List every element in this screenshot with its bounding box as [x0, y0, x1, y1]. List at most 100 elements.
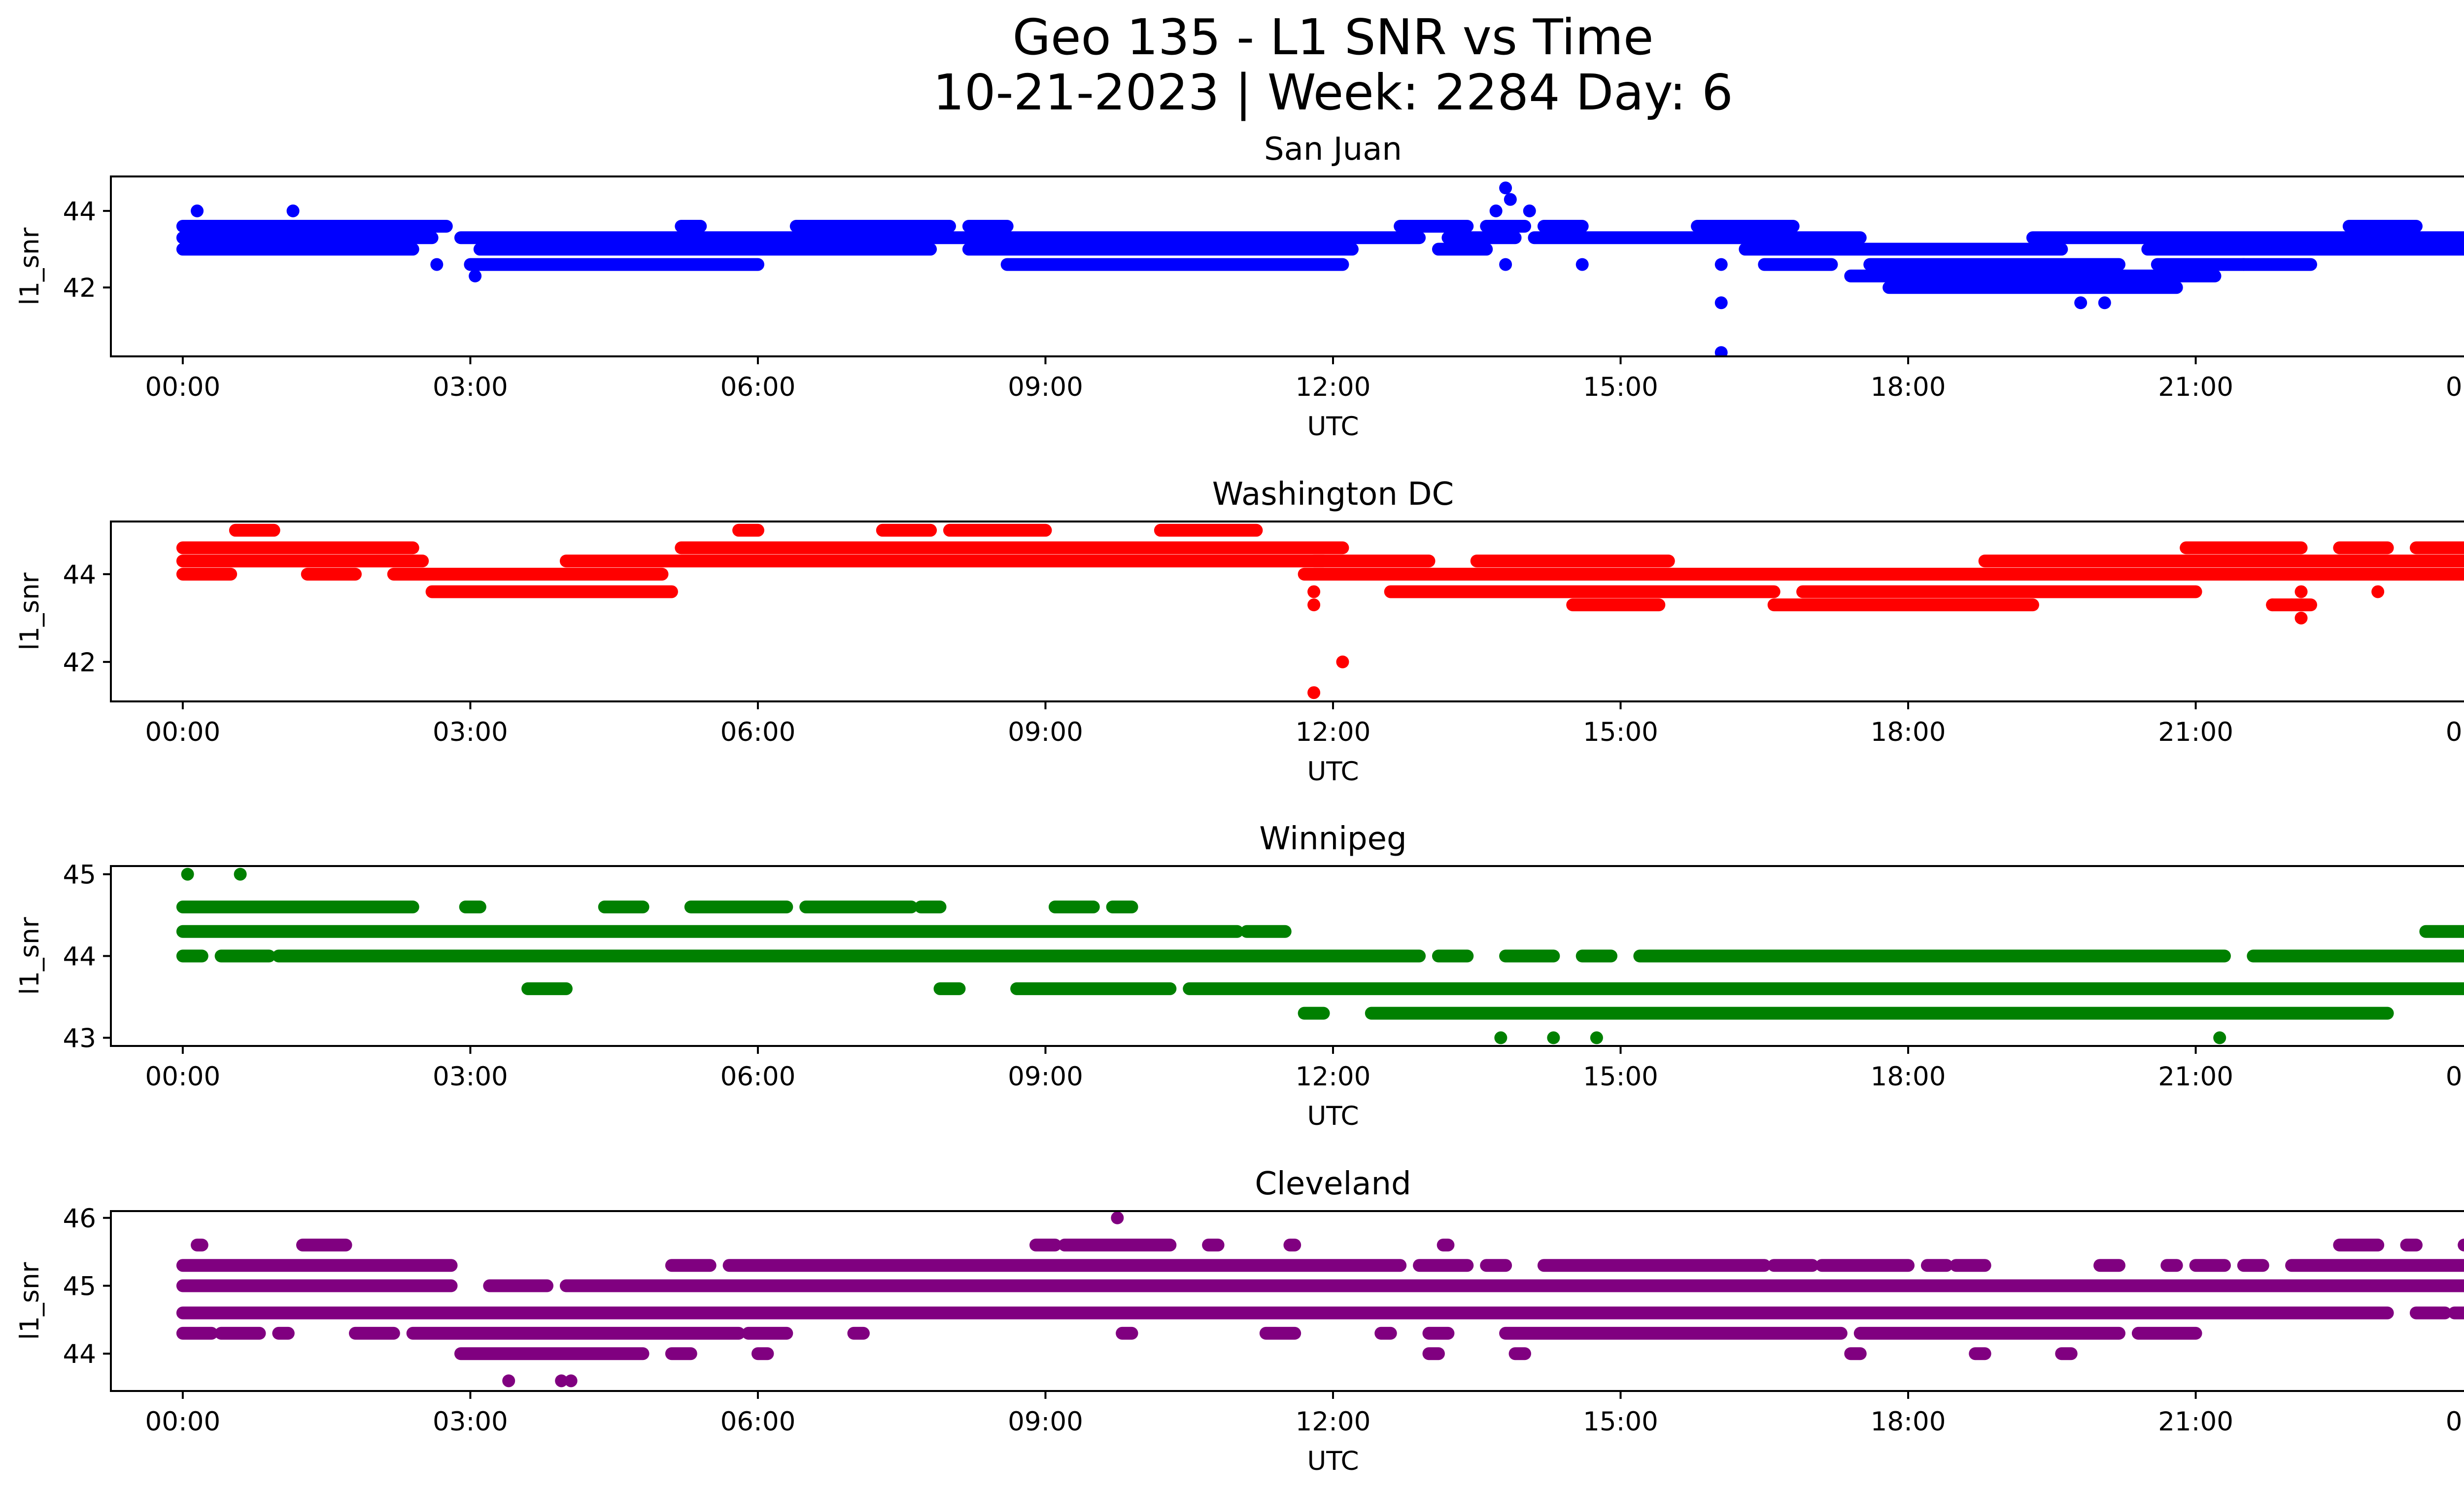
x-tick-label: 03:00 [433, 372, 508, 402]
data-point [2371, 585, 2385, 598]
y-tick-label: 45 [63, 860, 96, 890]
y-tick-label: 46 [63, 1204, 96, 1234]
x-tick-label: 18:00 [1871, 717, 1946, 747]
y-tick-label: 42 [63, 273, 96, 303]
data-point [430, 258, 444, 271]
data-point [1575, 258, 1589, 271]
data-point [1499, 181, 1512, 195]
data-point [1489, 204, 1503, 217]
subplot-san-juan: San Juan 00:00 03:00 06:00 09:00 12:00 15:00 18… [15, 131, 2464, 442]
x-tick-label: 12:00 [1296, 1062, 1371, 1092]
data-point [1523, 204, 1536, 217]
x-axis-label: UTC [1307, 412, 1359, 442]
scatter-series [176, 868, 2464, 1044]
y-tick-label: 43 [63, 1023, 96, 1053]
y-tick-label: 42 [63, 648, 96, 678]
data-point [1111, 1211, 1124, 1224]
data-point [1714, 346, 1728, 356]
data-point [502, 1374, 515, 1388]
data-point [181, 868, 194, 881]
data-point [286, 204, 300, 217]
data-point [2294, 585, 2308, 598]
data-point [2213, 1031, 2226, 1044]
figure-title-line1: Geo 135 - L1 SNR vs Time [1013, 8, 1654, 66]
figure-title-line2: 10-21-2023 | Week: 2284 Day: 6 [933, 64, 1733, 121]
x-tick-label: 09:00 [1008, 717, 1083, 747]
y-tick-label: 45 [63, 1272, 96, 1302]
x-tick-label: 21:00 [2158, 1062, 2233, 1092]
data-point [2237, 258, 2250, 271]
data-point [1307, 598, 1321, 612]
x-tick-label: 18:00 [1871, 1407, 1946, 1437]
data-point [1504, 193, 1517, 206]
y-axis-label: l1_snr [15, 572, 45, 650]
subplot-title: Winnipeg [1259, 821, 1406, 857]
x-axis-label: UTC [1307, 1446, 1359, 1476]
x-tick-label: 09:00 [1008, 1062, 1083, 1092]
x-tick-label: 00:00 [2446, 717, 2464, 747]
x-tick-label: 06:00 [720, 1062, 796, 1092]
x-tick-label: 18:00 [1871, 372, 1946, 402]
x-tick-label: 06:00 [720, 372, 796, 402]
x-tick-label: 12:00 [1296, 372, 1371, 402]
x-axis-label: UTC [1307, 1101, 1359, 1131]
y-axis-label: l1_snr [15, 227, 45, 305]
data-point [1714, 296, 1728, 310]
subplot-cleveland: Cleveland 00:00 03:00 06:00 09:00 12:00 15:00 1… [15, 1166, 2464, 1476]
x-tick-label: 09:00 [1008, 1407, 1083, 1437]
subplots: San Juan 00:00 03:00 06:00 09:00 12:00 15:00 18… [15, 131, 2464, 1476]
x-tick-label: 12:00 [1296, 717, 1371, 747]
y-axis-label: l1_snr [15, 1262, 45, 1340]
data-point [1547, 1031, 1560, 1044]
x-tick-label: 00:00 [2446, 1407, 2464, 1437]
subplot-washington-dc: Washington DC 00:00 03:00 06:00 09:00 12:00 15… [15, 476, 2464, 787]
data-point [1714, 258, 1728, 271]
x-tick-label: 21:00 [2158, 717, 2233, 747]
x-tick-label: 15:00 [1583, 372, 1658, 402]
y-axis-label: l1_snr [15, 917, 45, 995]
x-tick-label: 12:00 [1296, 1407, 1371, 1437]
x-tick-label: 00:00 [145, 717, 221, 747]
scatter-series [176, 181, 2464, 356]
x-tick-label: 15:00 [1583, 1407, 1658, 1437]
subplot-title: Washington DC [1212, 476, 1454, 513]
data-point [555, 1374, 568, 1388]
scatter-series [176, 1211, 2464, 1388]
x-tick-label: 21:00 [2158, 372, 2233, 402]
x-tick-label: 00:00 [2446, 372, 2464, 402]
data-point [2294, 611, 2308, 625]
data-point [1499, 258, 1512, 271]
x-tick-label: 06:00 [720, 1407, 796, 1437]
data-point [564, 1374, 578, 1388]
data-point [469, 269, 482, 282]
data-point [1494, 1031, 1507, 1044]
data-point [1336, 655, 1349, 668]
y-tick-label: 44 [63, 560, 96, 590]
x-tick-label: 03:00 [433, 1407, 508, 1437]
x-tick-label: 00:00 [145, 1062, 221, 1092]
y-tick-label: 44 [63, 1339, 96, 1369]
data-point [1590, 1031, 1603, 1044]
y-tick-label: 44 [63, 942, 96, 972]
data-point [1307, 686, 1321, 699]
subplot-title: San Juan [1264, 131, 1402, 168]
x-tick-label: 06:00 [720, 717, 796, 747]
x-tick-label: 18:00 [1871, 1062, 1946, 1092]
data-point [2074, 296, 2088, 310]
data-point [191, 204, 204, 217]
x-tick-label: 21:00 [2158, 1407, 2233, 1437]
x-axis-label: UTC [1307, 757, 1359, 787]
x-tick-label: 09:00 [1008, 372, 1083, 402]
x-tick-label: 00:00 [145, 372, 221, 402]
x-tick-label: 03:00 [433, 1062, 508, 1092]
x-tick-label: 00:00 [2446, 1062, 2464, 1092]
x-tick-label: 15:00 [1583, 1062, 1658, 1092]
subplot-title: Cleveland [1255, 1166, 1411, 1202]
subplot-winnipeg: Winnipeg 00:00 03:00 06:00 09:00 12:00 15:00 18… [15, 821, 2464, 1131]
x-tick-label: 00:00 [145, 1407, 221, 1437]
x-tick-label: 15:00 [1583, 717, 1658, 747]
scatter-series [176, 523, 2464, 699]
x-tick-label: 03:00 [433, 717, 508, 747]
data-point [234, 868, 247, 881]
